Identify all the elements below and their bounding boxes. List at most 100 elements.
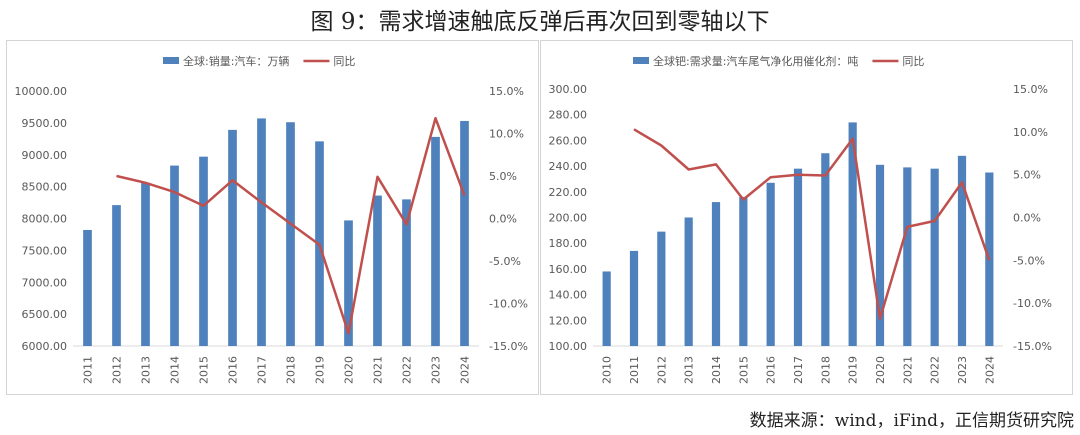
x-tick-label-2024: 2024: [983, 356, 996, 384]
bar-2015: [739, 196, 748, 346]
y-left-tick-label: 220.00: [549, 186, 588, 199]
bar-2020: [344, 220, 353, 346]
legend-line-label: 同比: [333, 55, 355, 68]
y-right-tick-label: 10.0%: [489, 128, 524, 141]
y-left-tick-label: 120.00: [549, 314, 588, 327]
x-tick-label-2017: 2017: [256, 356, 269, 384]
y-left-tick-label: 240.00: [549, 160, 588, 173]
bar-2023: [957, 155, 967, 346]
x-tick-label-2010: 2010: [601, 356, 614, 384]
y-right-tick-label: 10.0%: [1013, 126, 1048, 139]
bar-2012: [112, 205, 121, 346]
y-right-tick-label: 5.0%: [489, 170, 517, 183]
x-tick-label-2022: 2022: [401, 356, 414, 384]
bar-2012: [657, 231, 666, 346]
y-right-tick-label: 15.0%: [489, 85, 524, 98]
bar-2015: [199, 156, 208, 346]
source-note: 数据来源：wind，iFind，正信期货研究院: [749, 411, 1074, 431]
y-left-tick-label: 6500.00: [22, 308, 68, 321]
y-left-tick-label: 9500.00: [22, 117, 68, 130]
x-tick-label-2019: 2019: [847, 356, 860, 384]
chart-global-auto-sales: 全球:销量:汽车：万辆 同比 10000.00 9500.00 9000.00 8500.…: [15, 54, 528, 384]
bar-2024: [460, 120, 469, 347]
bar-2021: [903, 167, 912, 346]
x-tick-label-2019: 2019: [314, 356, 327, 384]
x-tick-label-2015: 2015: [737, 356, 750, 384]
bar-2018: [286, 122, 295, 346]
y-left-tick-label: 180.00: [549, 237, 588, 250]
x-tick-label-2017: 2017: [792, 356, 805, 384]
chart-panel-palladium-demand: 全球钯:需求量:汽车尾气净化用催化剂：吨 同比 300.00 280.00 260.00…: [540, 40, 1073, 395]
bar-2019: [848, 122, 857, 346]
y-left-tick-label: 300.00: [549, 83, 588, 96]
bar-2017: [793, 168, 803, 346]
y-right-tick-label: 15.0%: [1013, 83, 1048, 96]
yoy-line: [633, 128, 991, 320]
x-tick-label-2011: 2011: [628, 356, 641, 384]
y-right-tick-label: 0.0%: [489, 213, 517, 226]
legend-line-label: 同比: [902, 55, 924, 68]
x-tick-label-2014: 2014: [169, 356, 182, 384]
bar-2013: [684, 217, 693, 346]
y-right-tick-label: -15.0%: [489, 340, 528, 353]
x-tick-label-2016: 2016: [765, 356, 778, 384]
bar-2017: [257, 118, 266, 346]
bar-2016: [766, 182, 775, 346]
x-tick-label-2014: 2014: [710, 356, 723, 384]
x-tick-label-2023: 2023: [430, 356, 443, 384]
chart-palladium-demand: 全球钯:需求量:汽车尾气净化用催化剂：吨 同比 300.00 280.00 260.00…: [549, 54, 1052, 384]
y-right-tick-label: -10.0%: [489, 298, 528, 311]
legend-bar-swatch: [633, 57, 649, 64]
bar-2010: [602, 271, 611, 346]
y-right-tick-label: -5.0%: [1013, 254, 1045, 267]
x-tick-label-2023: 2023: [956, 356, 969, 384]
bar-2023: [431, 136, 440, 346]
y-right-tick-label: -15.0%: [1013, 340, 1052, 353]
legend-bar-label: 全球钯:需求量:汽车尾气净化用催化剂：吨: [653, 54, 858, 68]
bar-2020: [875, 164, 885, 346]
x-tick-label-2013: 2013: [140, 356, 153, 384]
bar-2022: [402, 199, 411, 346]
y-right-tick-label: 5.0%: [1013, 169, 1041, 182]
x-tick-label-2021: 2021: [372, 356, 385, 384]
x-tick-label-2012: 2012: [111, 356, 124, 384]
y-left-tick-label: 140.00: [549, 289, 588, 302]
bar-2021: [373, 195, 382, 346]
y-left-tick-label: 100.00: [549, 340, 588, 353]
y-left-tick-label: 9000.00: [22, 149, 68, 162]
bar-2018: [821, 153, 830, 346]
figure-title: 图 9：需求增速触底反弹后再次回到零轴以下: [310, 9, 770, 35]
x-tick-label-2016: 2016: [227, 356, 240, 384]
bar-2011: [629, 250, 639, 346]
x-tick-label-2020: 2020: [343, 356, 356, 384]
bar-2016: [228, 129, 237, 346]
x-tick-label-2018: 2018: [285, 356, 298, 384]
y-left-tick-label: 7000.00: [22, 276, 68, 289]
y-left-tick-label: 6000.00: [22, 340, 68, 353]
y-left-tick-label: 8500.00: [22, 181, 68, 194]
y-left-tick-label: 280.00: [549, 109, 588, 122]
bar-2014: [170, 165, 179, 346]
x-tick-label-2013: 2013: [683, 356, 696, 384]
y-left-tick-label: 260.00: [549, 134, 588, 147]
y-left-tick-label: 200.00: [549, 212, 588, 225]
y-right-tick-label: -5.0%: [489, 255, 521, 268]
legend-bar-swatch: [163, 57, 179, 64]
bar-2013: [141, 182, 150, 346]
bar-2011: [83, 229, 92, 346]
y-right-tick-label: -10.0%: [1013, 297, 1052, 310]
x-tick-label-2024: 2024: [459, 356, 472, 384]
chart-panel-global-auto-sales: 全球:销量:汽车：万辆 同比 10000.00 9500.00 9000.00 8500.…: [6, 40, 539, 395]
y-left-tick-label: 160.00: [549, 263, 588, 276]
x-tick-label-2012: 2012: [655, 356, 668, 384]
x-tick-label-2011: 2011: [82, 356, 95, 384]
x-tick-label-2022: 2022: [929, 356, 942, 384]
y-right-tick-label: 0.0%: [1013, 212, 1041, 225]
bar-2022: [930, 168, 939, 346]
x-tick-label-2015: 2015: [198, 356, 211, 384]
x-tick-label-2018: 2018: [819, 356, 832, 384]
x-tick-label-2020: 2020: [874, 356, 887, 384]
legend-bar-label: 全球:销量:汽车：万辆: [183, 54, 289, 68]
y-left-tick-label: 7500.00: [22, 244, 68, 257]
y-left-tick-label: 10000.00: [15, 85, 68, 98]
